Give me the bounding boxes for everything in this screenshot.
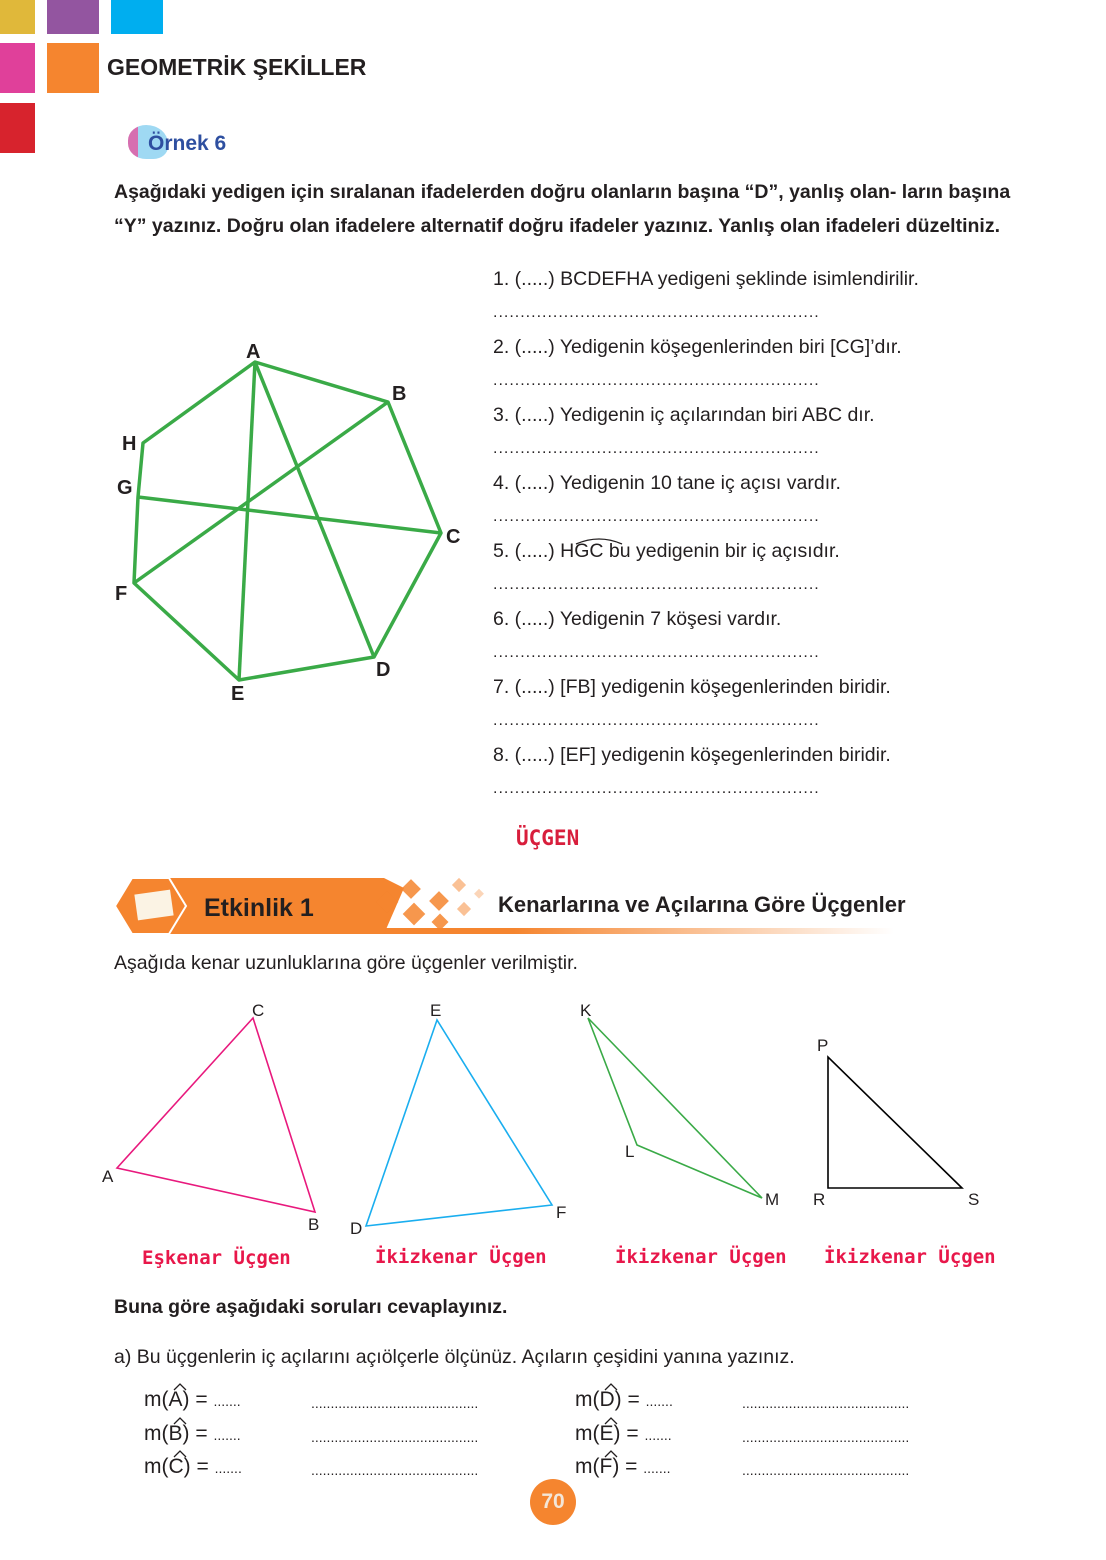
vertex-label: F <box>115 583 127 605</box>
angle-name: C <box>168 1455 184 1478</box>
angle-row: m(C) = ....... <box>144 1455 242 1478</box>
example-badge-icon <box>128 125 168 159</box>
statement: 5. (.....) HGC bu yedigenin bir iç açısı… <box>493 540 840 562</box>
triangle-klm <box>587 1017 763 1199</box>
angle-blank[interactable]: ....... <box>643 1460 671 1476</box>
page-number: 70 <box>530 1479 576 1525</box>
triangle-answer: İkizkenar Üçgen <box>375 1246 547 1268</box>
angle-name: B <box>168 1422 183 1445</box>
diagonal-GC <box>137 495 442 535</box>
type-blank[interactable]: ........................................… <box>311 1395 479 1411</box>
vertex-label: D <box>376 659 390 681</box>
decor-square <box>47 0 99 34</box>
triangle-def <box>364 1018 554 1227</box>
angle-row: m(A) = ....... <box>144 1388 241 1411</box>
triangles-figure: C A B E D F K L M P R S <box>102 1001 979 1238</box>
angle-name: F <box>599 1455 613 1478</box>
answer-line[interactable]: ........................................… <box>493 304 820 321</box>
vertex-label: C <box>446 526 460 548</box>
angle-blank[interactable]: ....... <box>213 1427 241 1443</box>
vertex-label: B <box>308 1215 319 1234</box>
triangle-answer: İkizkenar Üçgen <box>824 1246 996 1268</box>
decor-square <box>0 103 35 153</box>
angle-hat-marks <box>575 538 623 545</box>
angle-blank[interactable]: ....... <box>213 1393 241 1409</box>
type-blank[interactable]: ........................................… <box>311 1462 479 1478</box>
type-blank[interactable]: ........................................… <box>311 1429 479 1445</box>
angle-row: m(F) = ....... <box>575 1455 671 1478</box>
statement: 1. (.....) BCDEFHA yedigeni şeklinde isi… <box>493 268 919 290</box>
decor-square <box>111 0 163 34</box>
activity-label: Etkinlik 1 <box>204 894 314 922</box>
angle-blank[interactable]: ....... <box>644 1427 672 1443</box>
answer-line[interactable]: ........................................… <box>493 372 820 389</box>
triangle-answer: Eşkenar Üçgen <box>142 1247 291 1269</box>
answer-line[interactable]: ........................................… <box>493 644 820 661</box>
answer-line[interactable]: ........................................… <box>493 576 820 593</box>
vertex-label: A <box>246 341 260 363</box>
questions-heading: Buna göre aşağıdaki soruları cevaplayını… <box>114 1296 508 1318</box>
vertex-label: M <box>765 1190 779 1209</box>
vertex-label: E <box>231 683 244 705</box>
type-blank[interactable]: ........................................… <box>742 1462 910 1478</box>
answer-line[interactable]: ........................................… <box>493 712 820 729</box>
vertex-label: G <box>117 477 133 499</box>
activity-title: Kenarlarına ve Açılarına Göre Üçgenler <box>498 892 906 917</box>
vertex-label: A <box>102 1167 114 1186</box>
statement: 4. (.....) Yedigenin 10 tane iç açısı va… <box>493 472 841 494</box>
vertex-label: C <box>252 1001 264 1020</box>
vertex-label: H <box>122 433 136 455</box>
angle-name: D <box>599 1388 615 1411</box>
vertex-label: E <box>430 1001 441 1020</box>
statement: 8. (.....) [EF] yedigenin köşegenlerinde… <box>493 744 891 766</box>
activity-intro: Aşağıda kenar uzunluklarına göre üçgenle… <box>114 952 578 974</box>
vertex-label: D <box>350 1219 362 1238</box>
angle-blank[interactable]: ....... <box>214 1460 242 1476</box>
decor-square <box>0 43 35 93</box>
vertex-label: K <box>580 1001 592 1020</box>
question-a: a) Bu üçgenlerin iç açılarını açıölçerle… <box>114 1346 795 1368</box>
triangle-abc <box>115 1016 317 1214</box>
angle-name: A <box>168 1388 183 1411</box>
example-label: Örnek 6 <box>148 132 227 155</box>
statement: 6. (.....) Yedigenin 7 köşesi vardır. <box>493 608 782 630</box>
answer-line[interactable]: ........................................… <box>493 440 820 457</box>
vertex-label: L <box>625 1142 634 1161</box>
angle-row: m(B) = ....... <box>144 1422 241 1445</box>
answer-line[interactable]: ........................................… <box>493 780 820 797</box>
diagonal-AE <box>237 361 257 681</box>
decor-square <box>47 43 99 93</box>
angle-row: m(E) = ....... <box>575 1422 672 1445</box>
statement: 3. (.....) Yedigenin iç açılarından biri… <box>493 404 875 426</box>
chapter-title: GEOMETRİK ŞEKİLLER <box>107 54 367 80</box>
vertex-label: F <box>556 1203 566 1222</box>
answer-line[interactable]: ........................................… <box>493 508 820 525</box>
type-blank[interactable]: ........................................… <box>742 1429 910 1445</box>
vertex-label: P <box>817 1036 828 1055</box>
type-blank[interactable]: ........................................… <box>742 1395 910 1411</box>
diagonal-AD <box>253 361 376 658</box>
vertex-label: B <box>392 383 406 405</box>
statement: 2. (.....) Yedigenin köşegenlerinden bir… <box>493 336 902 358</box>
diagonal-FB <box>132 400 390 585</box>
vertex-label: S <box>968 1190 979 1209</box>
angle-hat-marks <box>173 1383 618 1458</box>
triangle-prs <box>827 1055 964 1189</box>
angle-name: E <box>599 1422 614 1445</box>
vertex-label: R <box>813 1190 825 1209</box>
angle-blank[interactable]: ....... <box>645 1393 673 1409</box>
activity-banner <box>114 877 894 935</box>
angle-row: m(D) = ....... <box>575 1388 673 1411</box>
example-instructions: Aşağıdaki yedigen için sıralanan ifadele… <box>114 181 1011 237</box>
decor-square <box>0 0 35 34</box>
statement: 7. (.....) [FB] yedigenin köşegenlerinde… <box>493 676 891 698</box>
section-heading: ÜÇGEN <box>516 826 580 850</box>
heptagon-figure: A B C D E F G H <box>115 341 460 705</box>
triangle-answer: İkizkenar Üçgen <box>615 1246 787 1268</box>
